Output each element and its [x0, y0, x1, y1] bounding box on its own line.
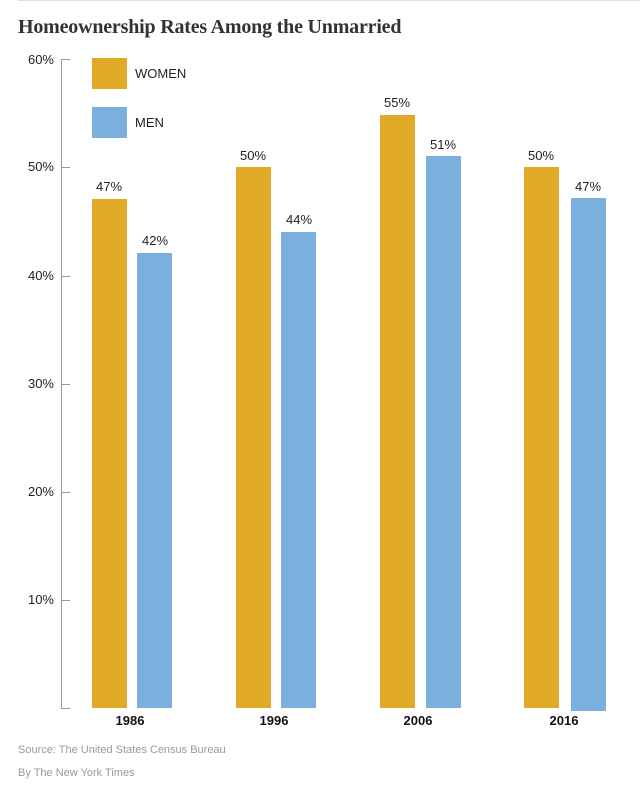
bar-value-label: 47% — [95, 179, 123, 194]
y-axis-base — [61, 708, 70, 709]
x-category-label: 1986 — [115, 713, 145, 728]
legend-label-men: MEN — [135, 115, 164, 130]
legend-label-women: WOMEN — [135, 66, 187, 81]
y-tick-label: 60% — [27, 52, 54, 67]
y-tick-60 — [61, 59, 70, 60]
y-tick-40 — [61, 276, 70, 277]
y-tick-label: 30% — [27, 376, 54, 391]
y-tick-50 — [61, 167, 70, 168]
source-note: Source: The United States Census Bureau — [18, 744, 226, 756]
bar-value-label: 55% — [383, 95, 411, 110]
bar-men — [426, 156, 461, 708]
y-tick-30 — [61, 384, 70, 385]
bar-men — [137, 253, 172, 708]
y-tick-label: 10% — [27, 592, 54, 607]
bar-value-label: 44% — [285, 212, 313, 227]
bar-women — [236, 167, 271, 708]
legend-swatch-women — [92, 58, 127, 89]
bar-value-label: 47% — [574, 179, 602, 194]
credit-note: By The New York Times — [18, 767, 135, 779]
y-tick-label: 20% — [27, 484, 54, 499]
bar-value-label: 50% — [527, 148, 555, 163]
x-category-label: 2016 — [549, 713, 579, 728]
bar-men — [571, 198, 606, 711]
chart-title: Homeownership Rates Among the Unmarried — [18, 16, 402, 38]
y-tick-20 — [61, 492, 70, 493]
bar-value-label: 42% — [141, 233, 169, 248]
y-tick-10 — [61, 600, 70, 601]
x-category-label: 2006 — [403, 713, 433, 728]
x-category-label: 1996 — [259, 713, 289, 728]
bar-women — [92, 199, 127, 708]
bar-women — [524, 167, 559, 708]
bar-men — [281, 232, 316, 708]
bar-value-label: 51% — [429, 137, 457, 152]
bar-value-label: 50% — [239, 148, 267, 163]
bar-women — [380, 115, 415, 708]
top-divider — [18, 0, 640, 1]
legend-swatch-men — [92, 107, 127, 138]
y-tick-label: 40% — [27, 268, 54, 283]
y-tick-label: 50% — [27, 159, 54, 174]
